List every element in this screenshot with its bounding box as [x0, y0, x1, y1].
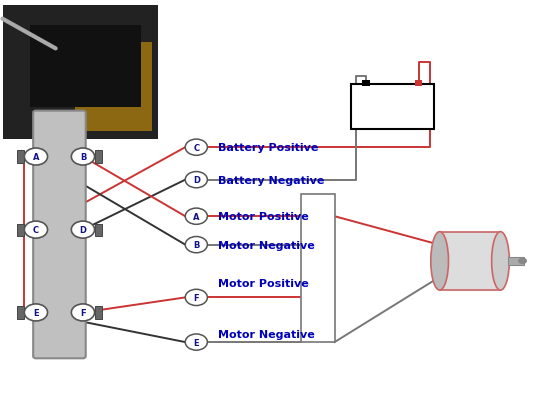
Text: A: A	[193, 212, 200, 221]
Circle shape	[185, 237, 207, 253]
Bar	[440, 232, 500, 290]
Text: Battery Negative: Battery Negative	[218, 175, 325, 185]
Circle shape	[185, 172, 207, 188]
Bar	[351, 85, 434, 130]
Text: F: F	[194, 293, 199, 302]
Text: A: A	[33, 153, 39, 162]
Text: E: E	[33, 308, 39, 317]
Circle shape	[518, 258, 527, 264]
Bar	[17, 224, 24, 236]
Ellipse shape	[492, 232, 509, 290]
Text: Motor Positive: Motor Positive	[218, 279, 309, 288]
Text: B: B	[193, 241, 200, 249]
Text: Motor Negative: Motor Negative	[218, 240, 315, 250]
Bar	[95, 307, 102, 319]
Circle shape	[24, 222, 48, 239]
Bar	[415, 81, 422, 87]
Circle shape	[71, 222, 95, 239]
Circle shape	[185, 290, 207, 306]
Circle shape	[185, 209, 207, 225]
Circle shape	[185, 140, 207, 156]
Bar	[75, 43, 152, 132]
Bar	[301, 194, 335, 342]
Bar	[17, 307, 24, 319]
Bar	[30, 26, 141, 107]
Bar	[95, 151, 102, 163]
FancyBboxPatch shape	[33, 111, 86, 358]
Circle shape	[24, 304, 48, 321]
Circle shape	[24, 149, 48, 166]
Text: D: D	[80, 226, 86, 234]
Text: C: C	[193, 143, 200, 152]
Circle shape	[185, 334, 207, 350]
Text: Battery Positive: Battery Positive	[218, 143, 319, 153]
Text: Motor Positive: Motor Positive	[218, 212, 309, 222]
Text: F: F	[80, 308, 86, 317]
Ellipse shape	[431, 232, 448, 290]
Bar	[508, 257, 524, 265]
Circle shape	[71, 304, 95, 321]
Bar	[362, 81, 370, 87]
Bar	[3, 6, 158, 140]
Circle shape	[71, 149, 95, 166]
Text: Motor Negative: Motor Negative	[218, 329, 315, 339]
Text: B: B	[80, 153, 86, 162]
Bar	[95, 224, 102, 236]
Text: C: C	[33, 226, 39, 234]
Bar	[17, 151, 24, 163]
Text: E: E	[194, 338, 199, 347]
Text: D: D	[193, 176, 200, 185]
